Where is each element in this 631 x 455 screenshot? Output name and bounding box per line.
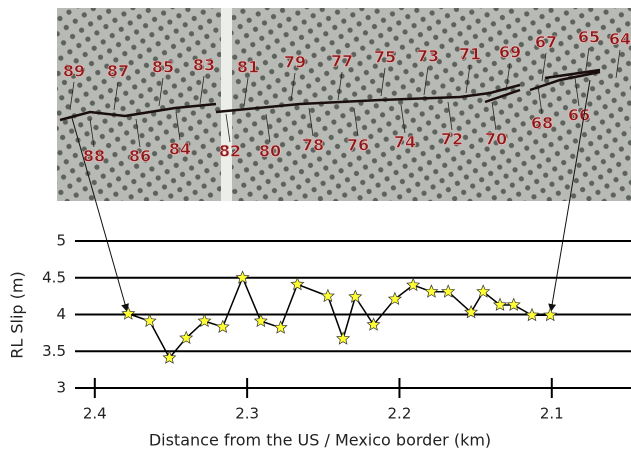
y-tick-label: 5 [56, 232, 66, 250]
y-tick-label: 3.5 [42, 342, 66, 360]
tree-label: 84 [169, 140, 191, 159]
tree-label: 67 [535, 33, 557, 52]
tree-label: 74 [394, 133, 416, 152]
tree-label: 85 [152, 58, 174, 77]
star-marker [291, 278, 303, 290]
tree-label: 87 [107, 62, 129, 81]
tree-label: 64 [609, 30, 631, 49]
tree-label: 68 [531, 114, 553, 133]
tree-label: 66 [568, 106, 590, 125]
x-tick-label: 2.3 [235, 405, 259, 423]
star-marker [425, 285, 437, 297]
star-marker [236, 271, 248, 283]
tree-label: 69 [499, 43, 521, 62]
tree-label: 75 [374, 48, 396, 67]
y-axis-label: RL Slip (m) [8, 271, 27, 358]
plot: 3 3.5 4 4.5 5 2.4 2.3 2.2 2.1 [42, 232, 631, 423]
x-tick-label: 2.2 [388, 405, 412, 423]
star-marker [349, 290, 361, 302]
road [221, 8, 232, 201]
tree-label: 72 [441, 130, 463, 149]
star-marker [526, 309, 538, 321]
y-tick-label: 4.5 [42, 268, 66, 286]
y-tick-label: 4 [56, 305, 66, 323]
tree-label: 70 [485, 130, 507, 149]
tree-label: 81 [237, 58, 259, 77]
tree-label: 83 [193, 56, 215, 75]
x-tick-label: 2.1 [540, 405, 564, 423]
tree-label: 79 [284, 53, 306, 72]
tree-label: 78 [302, 136, 324, 155]
star-marker [337, 332, 349, 344]
tree-label: 71 [459, 45, 481, 64]
star-marker [322, 290, 334, 302]
star-marker [494, 298, 506, 310]
star-marker [255, 315, 267, 327]
star-marker [544, 309, 556, 321]
star-marker [122, 307, 134, 319]
tree-label: 76 [347, 136, 369, 155]
x-tick-label: 2.4 [83, 405, 107, 423]
star-marker [144, 315, 156, 327]
tree-label: 80 [259, 142, 281, 161]
star-marker [217, 321, 229, 333]
tree-label: 88 [83, 147, 105, 166]
star-marker [389, 293, 401, 305]
tree-label: 73 [417, 47, 439, 66]
tree-label: 89 [63, 62, 85, 81]
star-marker [275, 321, 287, 333]
star-marker [508, 298, 520, 310]
tree-label: 65 [578, 28, 600, 47]
tree-label: 86 [129, 147, 151, 166]
y-tick-label: 3 [56, 379, 66, 397]
x-axis-label: Distance from the US / Mexico border (km… [149, 431, 491, 450]
figure: 89 87 85 83 81 79 77 75 73 71 69 67 65 64 88 86 84 82 80 78… [0, 0, 631, 455]
tree-label: 77 [331, 52, 353, 71]
tree-label: 82 [219, 142, 241, 161]
